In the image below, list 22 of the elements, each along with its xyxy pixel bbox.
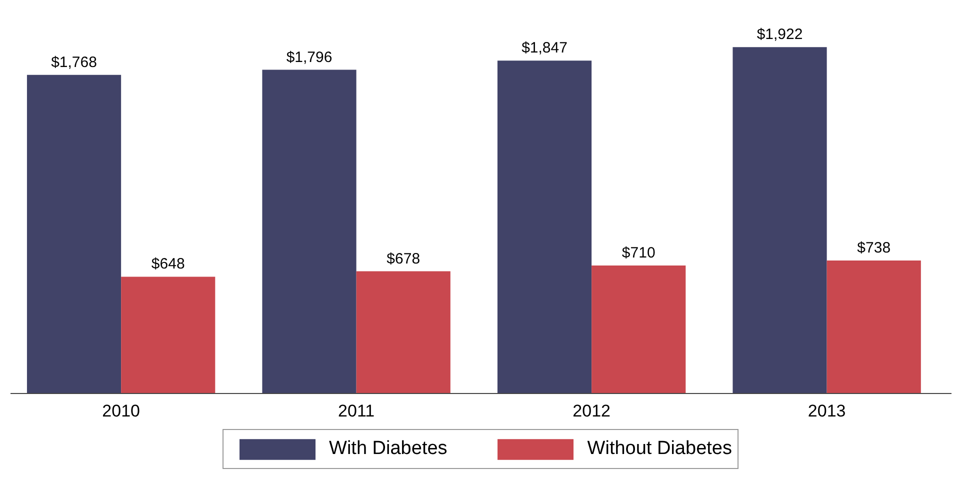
legend-label: With Diabetes [329, 438, 448, 460]
x-tick-label: 2012 [572, 402, 610, 420]
data-label: $1,768 [51, 54, 97, 71]
x-tick-label: 2011 [338, 402, 375, 420]
bar [592, 266, 686, 394]
x-tick-label: 2010 [102, 402, 140, 420]
data-label: $1,847 [522, 40, 568, 57]
data-label: $1,796 [286, 48, 332, 66]
data-label: $738 [857, 239, 891, 256]
x-tick-label: 2013 [808, 402, 846, 420]
legend-label: Without Diabetes [587, 438, 732, 460]
data-label: $710 [622, 244, 656, 262]
data-label: $648 [151, 256, 185, 273]
bar [262, 70, 356, 394]
bar [497, 60, 592, 394]
bar [732, 47, 827, 394]
bar [826, 260, 921, 394]
data-label: $678 [386, 250, 420, 268]
bar [26, 74, 122, 394]
data-label: $1,922 [756, 26, 803, 44]
bar [356, 271, 450, 394]
bar [121, 276, 216, 394]
